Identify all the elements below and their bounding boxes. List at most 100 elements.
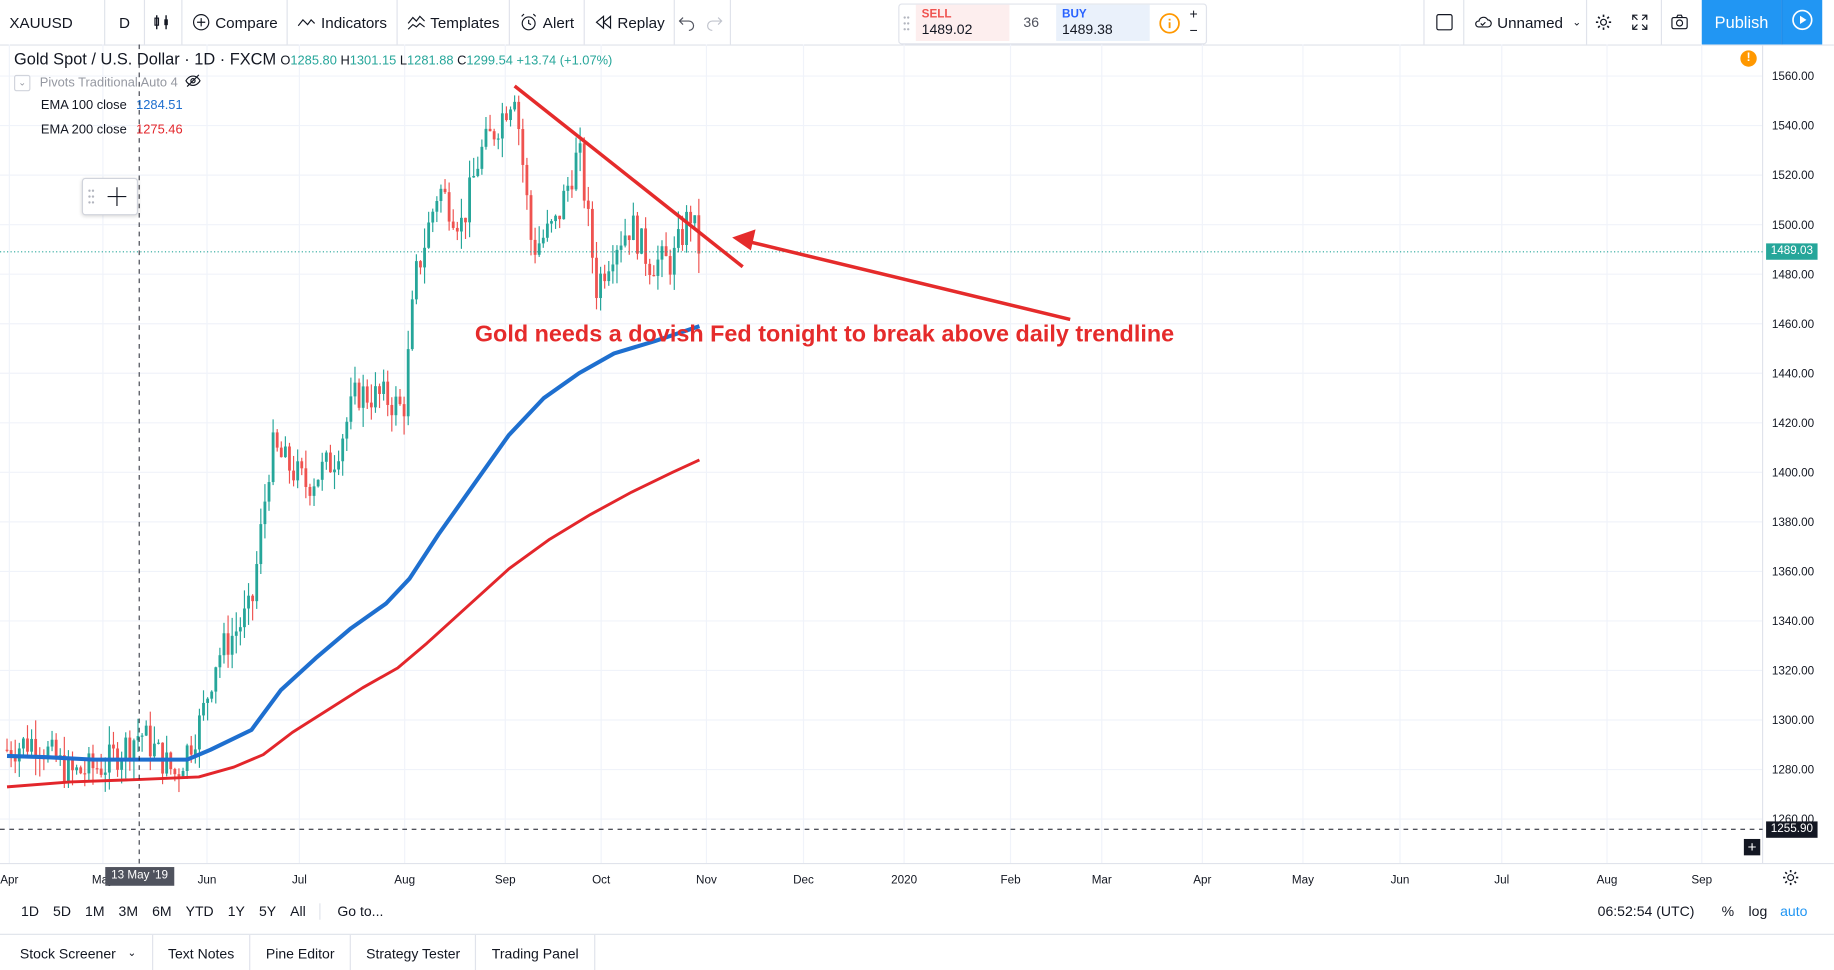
candle-body <box>99 768 103 775</box>
tab-stock-screener[interactable]: Stock Screener ⌄ <box>5 934 153 970</box>
info-icon[interactable] <box>1159 13 1180 34</box>
candle-body <box>521 129 525 165</box>
time-tick-label: Apr <box>1193 873 1211 886</box>
candle-body <box>398 396 402 405</box>
buy-button[interactable]: BUY 1489.38 <box>1056 4 1150 41</box>
range-1y-button[interactable]: 1Y <box>227 903 245 920</box>
tab-trading-panel[interactable]: Trading Panel <box>477 934 596 970</box>
pivots-indicator[interactable]: ⌄ Pivots Traditional Auto 4 <box>14 74 201 92</box>
spread-value: 36 <box>1023 14 1040 31</box>
candle-body <box>464 217 467 223</box>
alert-label: Alert <box>542 13 575 32</box>
redo-button[interactable] <box>703 0 732 45</box>
compare-button[interactable]: Compare <box>182 0 289 45</box>
time-tick-label: Mar <box>1092 873 1112 886</box>
fullscreen-layout-button[interactable] <box>1423 0 1464 45</box>
drag-handle-icon[interactable] <box>88 188 95 210</box>
replay-button[interactable]: Replay <box>585 0 676 45</box>
candle-body <box>95 768 99 770</box>
candle-body <box>406 349 410 417</box>
publish-button[interactable]: Publish <box>1701 0 1782 45</box>
candle-body <box>75 767 79 771</box>
candle-body <box>374 386 377 408</box>
layout-name: Unnamed <box>1497 13 1564 32</box>
price-tick-label: 1300.00 <box>1772 714 1815 727</box>
ema100-indicator[interactable]: EMA 100 close 1284.51 <box>41 98 183 112</box>
range-all-button[interactable]: All <box>290 903 306 920</box>
range-ytd-button[interactable]: YTD <box>185 903 214 920</box>
candle-body <box>71 759 74 771</box>
candle-body <box>87 753 91 774</box>
sell-button[interactable]: SELL 1489.02 <box>915 4 1010 41</box>
price-tick-label: 1380.00 <box>1772 516 1815 529</box>
symbol-title[interactable]: Gold Spot / U.S. Dollar · 1D · FXCM <box>14 49 277 68</box>
candle-body <box>607 271 611 282</box>
range-1d-button[interactable]: 1D <box>21 903 39 920</box>
candle-body <box>590 208 594 258</box>
undo-button[interactable] <box>675 0 703 44</box>
candle-body <box>541 237 545 244</box>
candle-body <box>136 736 140 741</box>
goto-button[interactable]: Go to... <box>319 903 391 920</box>
crosshair-icon[interactable] <box>106 186 127 213</box>
square-icon <box>1436 14 1453 31</box>
eye-hidden-icon[interactable] <box>185 74 201 92</box>
interval-button[interactable]: D <box>105 0 146 45</box>
chart-type-button[interactable] <box>145 0 183 45</box>
candle-body <box>271 432 275 483</box>
candle-body <box>214 667 218 692</box>
snapshot-button[interactable] <box>1660 0 1702 45</box>
tab-strategy-tester[interactable]: Strategy Tester <box>351 934 477 970</box>
candle-body <box>320 461 324 480</box>
ema200-value: 1275.46 <box>136 122 183 137</box>
candle-body <box>500 113 504 139</box>
candle-body <box>627 235 631 241</box>
ema100-line <box>6 324 701 762</box>
candle-body <box>623 235 627 246</box>
range-6m-button[interactable]: 6M <box>152 903 172 920</box>
candle-body <box>382 381 386 394</box>
annotation-text[interactable]: Gold needs a dovish Fed tonight to break… <box>474 321 1175 348</box>
log-toggle[interactable]: log <box>1748 903 1768 920</box>
auto-toggle[interactable]: auto <box>1780 903 1808 920</box>
range-5d-button[interactable]: 5D <box>53 903 71 920</box>
tab-text-notes[interactable]: Text Notes <box>153 934 251 970</box>
indicators-button[interactable]: Indicators <box>288 0 398 45</box>
warning-icon[interactable]: ! <box>1740 50 1757 67</box>
candle-body <box>132 740 136 760</box>
collapse-chevron-icon[interactable]: ⌄ <box>14 74 31 91</box>
candle-body <box>181 770 185 777</box>
candle-body <box>251 595 255 602</box>
fullscreen-button[interactable] <box>1623 0 1660 44</box>
ema200-indicator[interactable]: EMA 200 close 1275.46 <box>41 123 183 137</box>
tab-pine-editor[interactable]: Pine Editor <box>251 934 351 970</box>
candle-body <box>697 215 701 254</box>
add-plus-icon[interactable]: + <box>1743 839 1761 856</box>
percent-toggle[interactable]: % <box>1721 903 1735 920</box>
range-5y-button[interactable]: 5Y <box>258 903 277 920</box>
price-tick-label: 1400.00 <box>1772 466 1815 479</box>
candle-body <box>554 215 557 222</box>
qty-minus-icon[interactable]: − <box>1189 22 1198 39</box>
candle-body <box>615 249 619 265</box>
candle-body <box>202 702 205 716</box>
candle-body <box>545 223 549 238</box>
floating-drawing-toolbar[interactable] <box>81 177 139 216</box>
range-1m-button[interactable]: 1M <box>85 903 105 920</box>
alert-button[interactable]: Alert <box>510 0 585 45</box>
qty-plus-icon[interactable]: + <box>1189 5 1198 23</box>
candle-body <box>34 738 38 756</box>
symbol-search[interactable]: XAUUSD <box>0 0 106 45</box>
settings-button[interactable] <box>1585 0 1625 45</box>
candle-body <box>54 739 58 759</box>
drag-handle-icon[interactable] <box>903 15 910 31</box>
play-button[interactable] <box>1781 0 1823 45</box>
candle-body <box>505 113 508 121</box>
layout-menu-button[interactable]: Unnamed ⌄ <box>1463 0 1587 45</box>
axis-settings-icon[interactable] <box>1781 868 1800 887</box>
range-3m-button[interactable]: 3M <box>118 903 139 920</box>
candle-body <box>664 246 668 257</box>
price-chart[interactable]: 1560.00 1540.00 1520.00 1500.00 1480.00 1460.… <box>0 44 1834 939</box>
clock-time[interactable]: 06:52:54 (UTC) <box>1597 903 1695 920</box>
templates-button[interactable]: Templates <box>397 0 511 45</box>
